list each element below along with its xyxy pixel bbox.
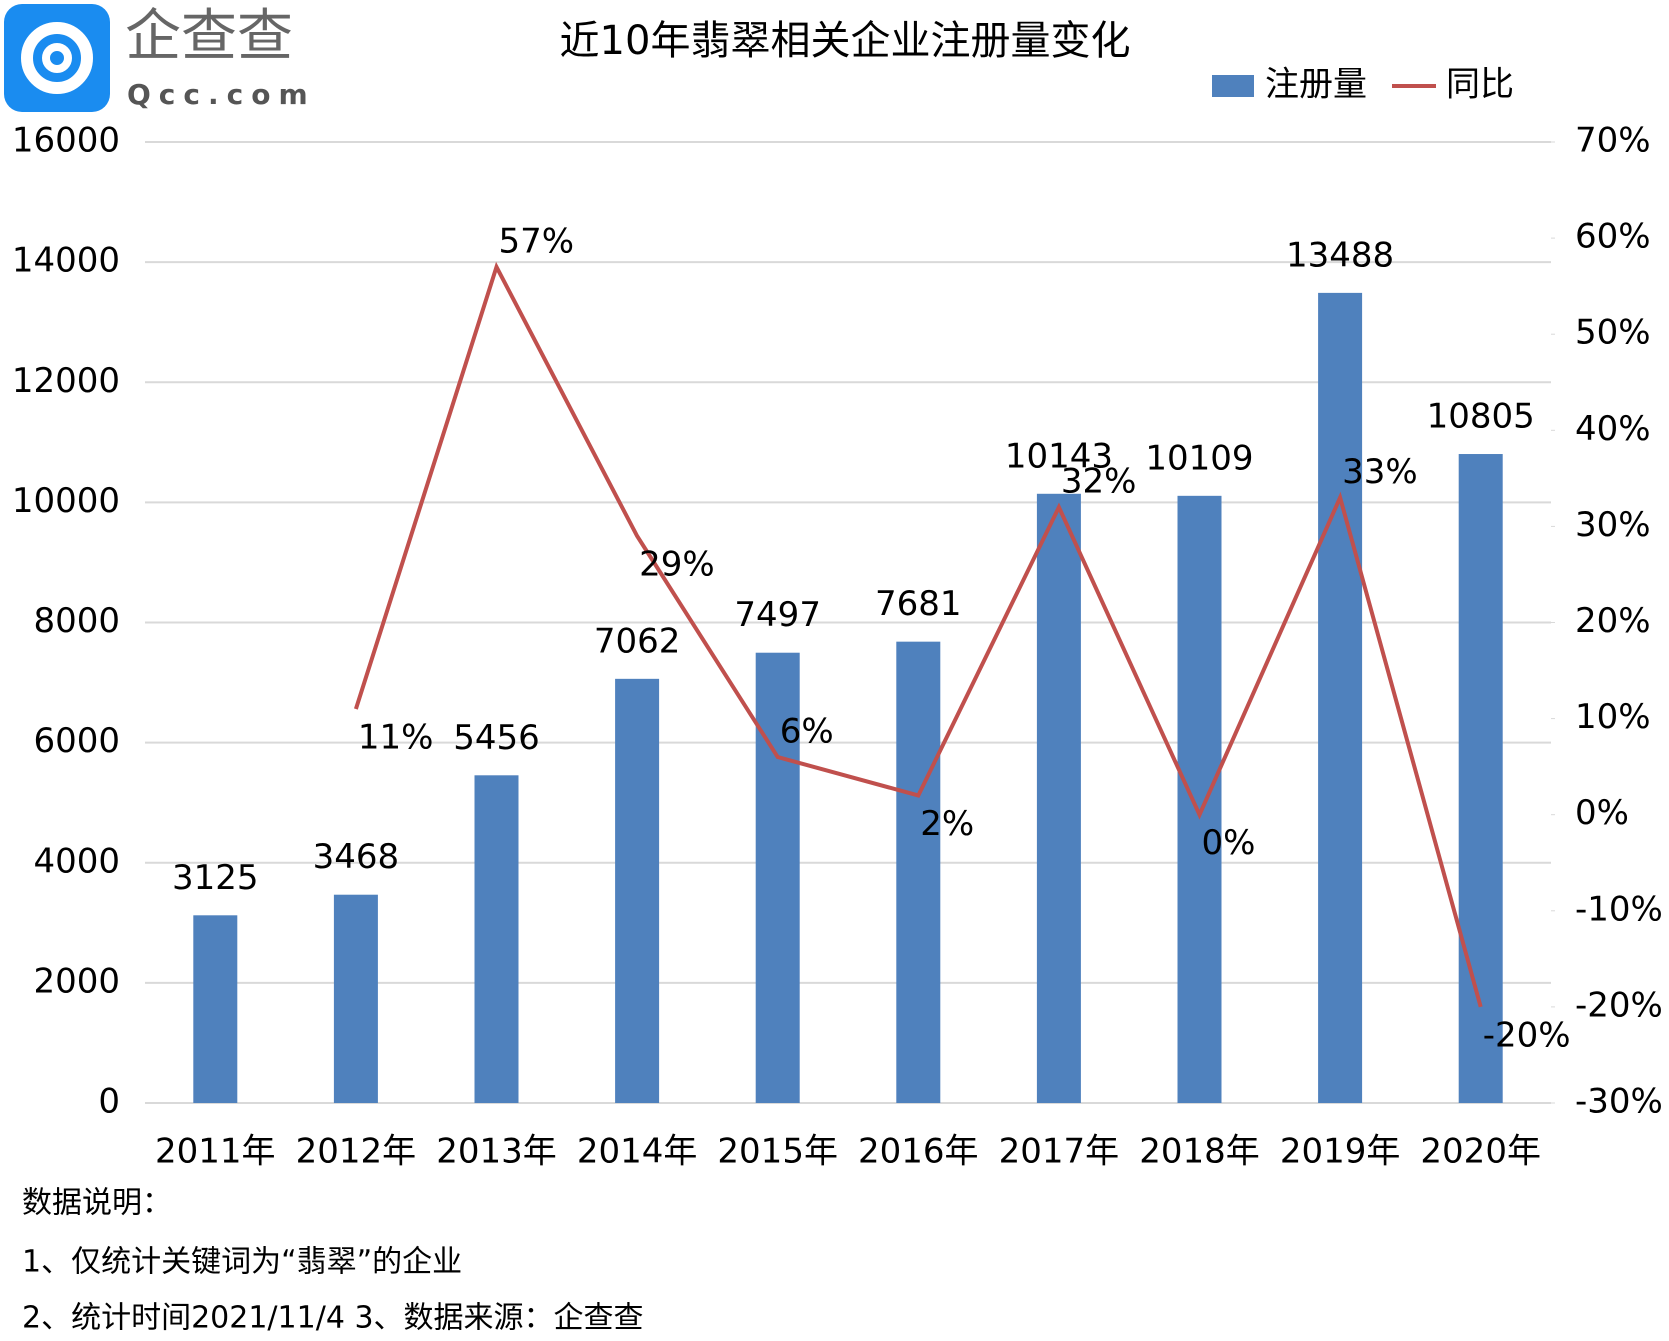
x-tick-label: 2015年 bbox=[717, 1132, 838, 1172]
bar bbox=[193, 915, 238, 1103]
bar bbox=[755, 652, 800, 1103]
bar bbox=[1458, 454, 1503, 1104]
logo-ring bbox=[21, 22, 93, 94]
x-tick-label: 2011年 bbox=[155, 1132, 276, 1172]
y-tick-label: 6000 bbox=[33, 721, 120, 761]
data-label: 7497 bbox=[734, 595, 821, 635]
logo: 企查查 Qcc.com bbox=[4, 4, 316, 112]
y2-tick-label: 50% bbox=[1575, 313, 1651, 353]
bar bbox=[1177, 495, 1222, 1103]
bar bbox=[474, 775, 519, 1103]
note: 数据说明： bbox=[22, 1186, 172, 1221]
y-tick-label: 8000 bbox=[33, 601, 120, 641]
data-label: 57% bbox=[499, 221, 575, 261]
y2-tick-label: 40% bbox=[1575, 409, 1651, 449]
y-tick-label: 10000 bbox=[12, 481, 120, 521]
data-label: 7681 bbox=[875, 584, 962, 624]
data-label: 3125 bbox=[172, 858, 259, 898]
bar bbox=[615, 678, 660, 1103]
data-label: 10143 bbox=[1005, 436, 1113, 476]
y2-tick-label: 60% bbox=[1575, 217, 1651, 257]
y2-tick-label: 30% bbox=[1575, 505, 1651, 545]
y-tick-label: 12000 bbox=[12, 361, 120, 401]
logo-ring bbox=[42, 43, 72, 73]
legend-swatch bbox=[1212, 75, 1254, 97]
legend: 注册量 同比 bbox=[1212, 65, 1514, 105]
y2-tick-label: -10% bbox=[1575, 889, 1663, 929]
data-label: 32% bbox=[1061, 462, 1137, 502]
data-label: 7062 bbox=[594, 621, 681, 661]
x-tick-label: 2017年 bbox=[999, 1132, 1120, 1172]
data-label: 11% bbox=[358, 717, 434, 757]
y2-tick-label: -20% bbox=[1575, 985, 1663, 1025]
chart-title: 近10年翡翠相关企业注册量变化 bbox=[560, 18, 1131, 64]
x-tick-label: 2013年 bbox=[436, 1132, 557, 1172]
x-tick-label: 2016年 bbox=[858, 1132, 979, 1172]
x-tick-label: 2018年 bbox=[1139, 1132, 1260, 1172]
logo-site: Qcc.com bbox=[127, 78, 316, 111]
data-label: 3468 bbox=[313, 837, 400, 877]
y-tick-label: 2000 bbox=[33, 961, 120, 1001]
y-tick-label: 0 bbox=[98, 1082, 120, 1122]
bar bbox=[1036, 493, 1081, 1103]
x-tick-label: 2020年 bbox=[1420, 1132, 1541, 1172]
data-label: -20% bbox=[1483, 1015, 1571, 1055]
y2-tick-label: -30% bbox=[1575, 1082, 1663, 1122]
x-tick-label: 2012年 bbox=[296, 1132, 417, 1172]
data-label: 10109 bbox=[1145, 438, 1253, 478]
bar bbox=[333, 894, 378, 1103]
bar bbox=[896, 641, 941, 1103]
legend-label: 同比 bbox=[1446, 65, 1514, 105]
data-label: 0% bbox=[1202, 823, 1256, 863]
bar bbox=[1318, 292, 1363, 1103]
data-label: 33% bbox=[1342, 452, 1418, 492]
data-label: 2% bbox=[920, 804, 974, 844]
data-label: 13488 bbox=[1286, 235, 1394, 275]
x-tick-label: 2019年 bbox=[1280, 1132, 1401, 1172]
x-tick-label: 2014年 bbox=[577, 1132, 698, 1172]
y-tick-label: 14000 bbox=[12, 241, 120, 281]
data-label: 6% bbox=[780, 712, 834, 752]
data-label: 10805 bbox=[1427, 397, 1535, 437]
logo-name: 企查查 bbox=[125, 4, 293, 69]
note: 1、仅统计关键词为“翡翠”的企业 bbox=[22, 1245, 462, 1280]
line bbox=[353, 261, 1483, 1008]
data-label: 5456 bbox=[453, 718, 540, 758]
y2-tick-label: 70% bbox=[1575, 121, 1651, 161]
y-tick-label: 16000 bbox=[12, 121, 120, 161]
note: 2、统计时间2021/11/4 3、数据来源：企查查 bbox=[22, 1301, 644, 1336]
data-label: 29% bbox=[639, 545, 715, 585]
y2-tick-label: 10% bbox=[1575, 697, 1651, 737]
y2-tick-label: 20% bbox=[1575, 601, 1651, 641]
legend-label: 注册量 bbox=[1265, 65, 1367, 105]
y-tick-label: 4000 bbox=[33, 841, 120, 881]
logo-icon bbox=[4, 4, 110, 112]
y2-tick-label: 0% bbox=[1575, 793, 1629, 833]
